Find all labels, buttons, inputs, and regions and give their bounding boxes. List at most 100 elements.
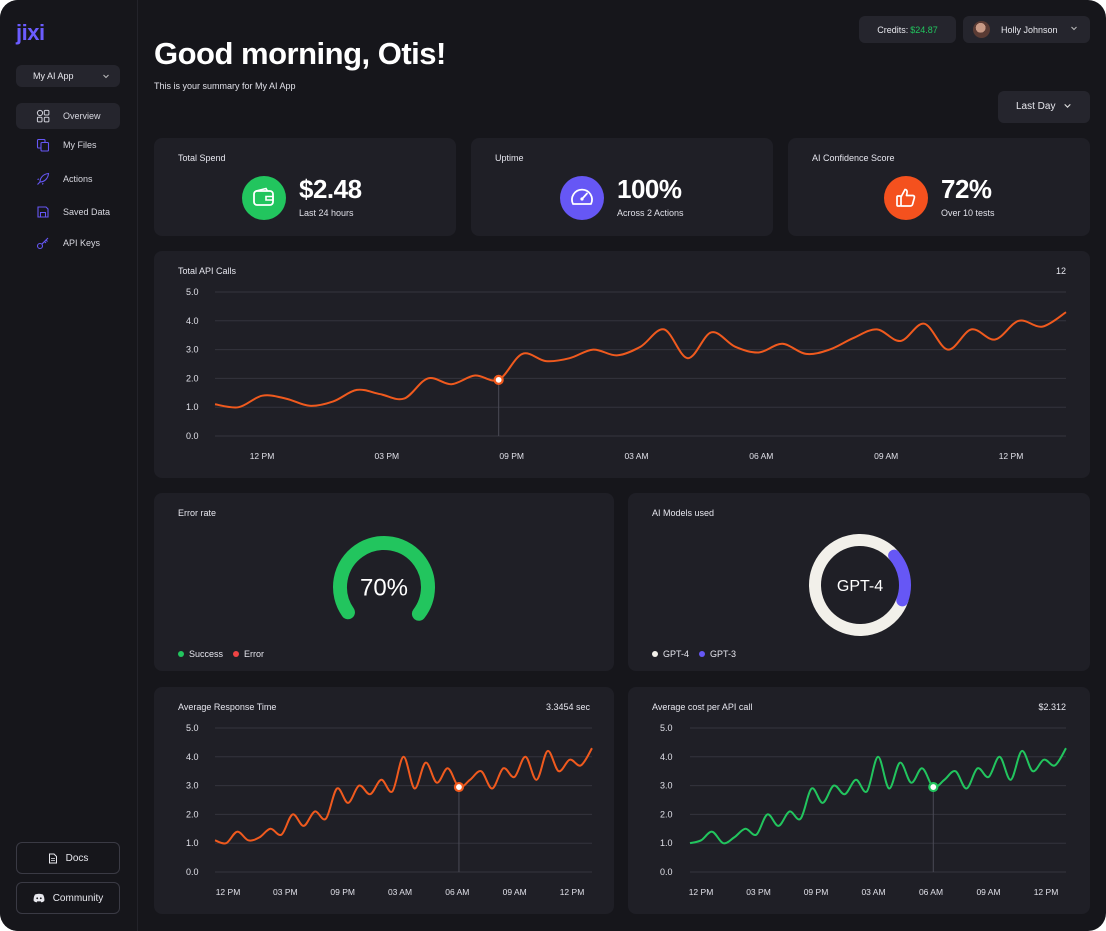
data-point[interactable]: [534, 777, 539, 782]
pie-slice[interactable]: [802, 527, 917, 642]
data-point[interactable]: [307, 403, 312, 408]
period-select[interactable]: Last Day: [998, 91, 1090, 123]
data-point[interactable]: [780, 341, 785, 346]
data-point[interactable]: [876, 754, 881, 759]
data-point[interactable]: [842, 792, 847, 797]
data-point[interactable]: [1030, 769, 1035, 774]
data-point[interactable]: [543, 359, 548, 364]
data-point[interactable]: [721, 841, 726, 846]
user-menu[interactable]: Holly Johnson: [963, 16, 1090, 43]
data-point[interactable]: [479, 769, 484, 774]
data-point[interactable]: [909, 780, 914, 785]
data-point[interactable]: [688, 841, 693, 846]
data-point[interactable]: [445, 766, 450, 771]
data-point[interactable]: [710, 829, 715, 834]
data-point[interactable]: [512, 774, 517, 779]
data-point[interactable]: [898, 338, 903, 343]
data-point[interactable]: [922, 321, 927, 326]
data-point[interactable]: [1016, 318, 1021, 323]
data-point[interactable]: [638, 344, 643, 349]
data-point[interactable]: [614, 353, 619, 358]
data-point[interactable]: [473, 373, 478, 378]
data-point[interactable]: [224, 841, 229, 846]
data-point[interactable]: [301, 823, 306, 828]
data-point[interactable]: [827, 347, 832, 352]
data-point[interactable]: [699, 838, 704, 843]
data-point[interactable]: [831, 783, 836, 788]
data-point[interactable]: [1008, 777, 1013, 782]
data-point[interactable]: [743, 826, 748, 831]
data-point[interactable]: [412, 786, 417, 791]
data-point[interactable]: [765, 812, 770, 817]
data-point[interactable]: [423, 760, 428, 765]
data-point[interactable]: [1064, 746, 1069, 751]
data-point[interactable]: [578, 763, 583, 768]
data-point[interactable]: [874, 327, 879, 332]
data-point[interactable]: [993, 337, 998, 342]
data-point[interactable]: [354, 387, 359, 392]
data-point[interactable]: [490, 786, 495, 791]
data-point[interactable]: [331, 399, 336, 404]
data-point[interactable]: [1052, 763, 1057, 768]
data-point[interactable]: [434, 780, 439, 785]
sidebar-item-overview[interactable]: Overview: [16, 103, 120, 129]
data-point[interactable]: [290, 812, 295, 817]
data-point[interactable]: [520, 351, 525, 356]
data-point[interactable]: [449, 382, 454, 387]
data-point[interactable]: [756, 350, 761, 355]
credits-badge[interactable]: Credits: $24.87: [859, 16, 956, 43]
app-selector[interactable]: My AI App: [16, 65, 120, 87]
data-point[interactable]: [591, 347, 596, 352]
data-point[interactable]: [942, 777, 947, 782]
data-point[interactable]: [279, 832, 284, 837]
data-point[interactable]: [662, 327, 667, 332]
data-point[interactable]: [379, 777, 384, 782]
sidebar-item-actions[interactable]: Actions: [16, 166, 120, 192]
data-point[interactable]: [590, 746, 595, 751]
data-point[interactable]: [798, 816, 803, 821]
data-point[interactable]: [803, 351, 808, 356]
data-point[interactable]: [235, 829, 240, 834]
community-button[interactable]: Community: [16, 882, 120, 914]
data-point[interactable]: [898, 760, 903, 765]
data-point[interactable]: [887, 786, 892, 791]
data-point[interactable]: [820, 800, 825, 805]
data-point[interactable]: [975, 766, 980, 771]
data-point[interactable]: [368, 792, 373, 797]
data-point[interactable]: [809, 786, 814, 791]
data-point[interactable]: [969, 327, 974, 332]
data-point[interactable]: [997, 754, 1002, 759]
data-point[interactable]: [268, 826, 273, 831]
data-point[interactable]: [334, 786, 339, 791]
data-point[interactable]: [260, 393, 265, 398]
sidebar-item-saved-data[interactable]: Saved Data: [16, 199, 120, 225]
data-point[interactable]: [709, 330, 714, 335]
data-point[interactable]: [213, 838, 218, 843]
data-point[interactable]: [945, 347, 950, 352]
data-point[interactable]: [853, 777, 858, 782]
data-point[interactable]: [425, 376, 430, 381]
docs-button[interactable]: Docs: [16, 842, 120, 874]
data-point[interactable]: [953, 769, 958, 774]
data-point[interactable]: [312, 809, 317, 814]
highlight-marker[interactable]: [493, 374, 504, 385]
data-point[interactable]: [1041, 757, 1046, 762]
data-point[interactable]: [401, 754, 406, 759]
data-point[interactable]: [567, 356, 572, 361]
pie-slice[interactable]: [323, 526, 446, 649]
data-point[interactable]: [1064, 310, 1069, 315]
data-point[interactable]: [523, 754, 528, 759]
data-point[interactable]: [732, 835, 737, 840]
data-point[interactable]: [323, 816, 328, 821]
data-point[interactable]: [787, 809, 792, 814]
data-point[interactable]: [556, 769, 561, 774]
highlight-marker[interactable]: [453, 781, 465, 793]
data-point[interactable]: [346, 800, 351, 805]
data-point[interactable]: [390, 789, 395, 794]
data-point[interactable]: [754, 832, 759, 837]
data-point[interactable]: [257, 835, 262, 840]
data-point[interactable]: [468, 777, 473, 782]
data-point[interactable]: [246, 838, 251, 843]
data-point[interactable]: [545, 749, 550, 754]
data-point[interactable]: [851, 336, 856, 341]
